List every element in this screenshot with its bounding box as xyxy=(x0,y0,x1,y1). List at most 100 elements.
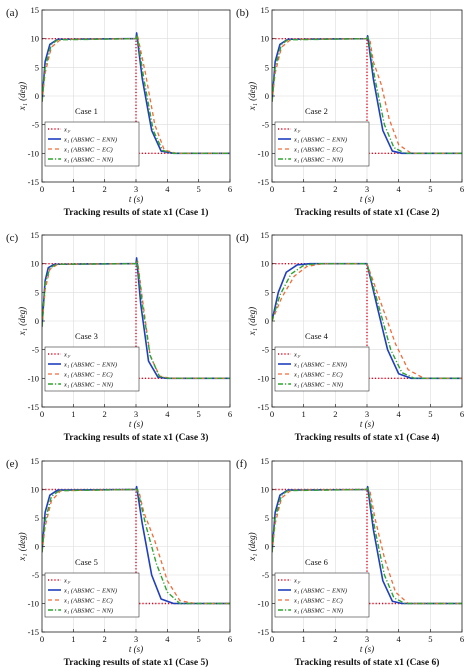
y-tick-label: -5 xyxy=(32,345,39,355)
legend-entry-label: x₁ᵣ xyxy=(63,578,71,585)
y-tick-label: -10 xyxy=(28,148,39,158)
series-line-3 xyxy=(42,35,230,154)
legend-entry-label: x₁ (ABSMC − NN) xyxy=(293,382,343,389)
y-tick-label: 15 xyxy=(31,456,40,466)
series-line-1 xyxy=(42,37,230,155)
x-tick-label: 2 xyxy=(103,409,107,419)
legend: x₁ᵣ x₁ (ABSMC − ENN) x₁ (ABSMC − EC) x₁ (AB… xyxy=(274,572,370,618)
panel-label: (f) xyxy=(236,458,247,470)
y-tick-label: -15 xyxy=(258,627,269,637)
x-tick-label: 5 xyxy=(428,634,432,644)
case-label: Case 6 xyxy=(305,557,328,567)
series-line-4 xyxy=(42,488,230,605)
series-line-3 xyxy=(272,38,462,154)
legend-entry-label: x₁ (ABSMC − EC) xyxy=(293,598,343,605)
y-tick-label: 10 xyxy=(31,259,40,269)
panel-label: (d) xyxy=(236,232,249,244)
chart-panel: 0 1 2 3 4 5 6 -15 -10 -5 0 5 10 15 t (s) x₁ (deg) (c) Cas… xyxy=(6,230,232,443)
x-axis-label: t (s) xyxy=(360,419,374,429)
series-line-2 xyxy=(272,35,462,155)
case-label: Case 1 xyxy=(75,106,98,116)
x-tick-label: 1 xyxy=(71,634,75,644)
series-line-1 xyxy=(42,262,230,380)
y-tick-label: 15 xyxy=(31,5,40,15)
y-tick-label: -15 xyxy=(28,177,39,187)
x-tick-label: 2 xyxy=(333,409,337,419)
x-tick-label: 3 xyxy=(134,634,138,644)
legend-entry-label: x₁ (ABSMC − EC) xyxy=(63,147,113,154)
y-tick-label: 15 xyxy=(261,5,270,15)
x-tick-label: 0 xyxy=(270,184,274,194)
y-tick-label: 10 xyxy=(261,259,270,269)
legend-entry-label: x₁ᵣ xyxy=(293,127,301,134)
y-tick-label: 10 xyxy=(261,34,270,44)
y-tick-label: 0 xyxy=(265,542,269,552)
series-line-2 xyxy=(42,485,230,605)
x-tick-label: 2 xyxy=(333,634,337,644)
y-tick-label: -10 xyxy=(258,148,269,158)
y-tick-label: 10 xyxy=(31,485,40,495)
panel-label: (a) xyxy=(6,7,19,19)
x-tick-label: 2 xyxy=(103,634,107,644)
panel-caption: Tracking results of state x1 (Case 1) xyxy=(64,207,209,218)
case-label: Case 4 xyxy=(305,331,329,341)
legend-entry-label: x₁ (ABSMC − EC) xyxy=(63,598,113,605)
legend-entry-label: x₁ (ABSMC − ENN) xyxy=(293,588,347,595)
x-axis-label: t (s) xyxy=(129,419,143,429)
y-tick-label: 5 xyxy=(265,513,269,523)
series-group xyxy=(42,485,230,605)
y-tick-label: -15 xyxy=(28,627,39,637)
panel-caption: Tracking results of state x1 (Case 5) xyxy=(64,657,209,668)
legend: x₁ᵣ x₁ (ABSMC − ENN) x₁ (ABSMC − EC) x₁ (AB… xyxy=(44,346,140,392)
y-tick-label: 5 xyxy=(35,287,39,297)
x-tick-label: 0 xyxy=(270,409,274,419)
legend-entry-label: x₁ (ABSMC − ENN) xyxy=(63,588,117,595)
y-tick-label: 5 xyxy=(265,62,269,72)
x-axis-label: t (s) xyxy=(360,644,374,654)
panel-caption: Tracking results of state x1 (Case 4) xyxy=(295,432,440,443)
series-line-4 xyxy=(272,262,462,380)
chart-panel: 0 1 2 3 4 5 6 -15 -10 -5 0 5 10 15 t (s) x₁ (deg) (b) Cas… xyxy=(236,5,464,218)
legend-entry-label: x₁ (ABSMC − EC) xyxy=(293,147,343,154)
panel-label: (b) xyxy=(236,7,249,19)
series-group xyxy=(42,257,230,380)
y-tick-label: 5 xyxy=(35,513,39,523)
case-label: Case 2 xyxy=(305,106,328,116)
y-axis-label: x₁ (deg) xyxy=(17,82,27,111)
legend-entry-label: x₁ (ABSMC − ENN) xyxy=(293,362,347,369)
y-tick-label: 15 xyxy=(261,456,270,466)
x-tick-label: 5 xyxy=(197,184,201,194)
series-line-2 xyxy=(272,485,462,605)
x-tick-label: 6 xyxy=(228,184,232,194)
x-tick-label: 5 xyxy=(428,184,432,194)
y-tick-label: -10 xyxy=(258,373,269,383)
legend-entry-label: x₁ (ABSMC − NN) xyxy=(63,157,113,164)
x-tick-label: 2 xyxy=(333,184,337,194)
x-tick-label: 4 xyxy=(165,634,170,644)
y-tick-label: 0 xyxy=(35,316,39,326)
x-tick-label: 4 xyxy=(397,634,402,644)
panel-caption: Tracking results of state x1 (Case 2) xyxy=(295,207,440,218)
legend-entry-label: x₁ (ABSMC − NN) xyxy=(293,157,343,164)
case-label: Case 3 xyxy=(75,331,98,341)
x-tick-label: 1 xyxy=(302,184,306,194)
y-tick-label: -15 xyxy=(258,177,269,187)
y-tick-label: 5 xyxy=(35,62,39,72)
x-tick-label: 6 xyxy=(460,184,464,194)
y-axis-label: x₁ (deg) xyxy=(247,82,257,111)
series-line-4 xyxy=(272,487,462,605)
legend-entry-label: x₁ᵣ xyxy=(63,127,71,134)
y-tick-label: 0 xyxy=(35,542,39,552)
y-tick-label: -5 xyxy=(262,120,269,130)
y-tick-label: 0 xyxy=(265,91,269,101)
x-tick-label: 1 xyxy=(302,634,306,644)
panel-caption: Tracking results of state x1 (Case 3) xyxy=(64,432,209,443)
legend-entry-label: x₁ (ABSMC − ENN) xyxy=(63,362,117,369)
x-axis-label: t (s) xyxy=(360,194,374,204)
legend-entry-label: x₁ᵣ xyxy=(293,578,301,585)
series-line-4 xyxy=(42,35,230,155)
x-tick-label: 6 xyxy=(228,409,232,419)
x-tick-label: 6 xyxy=(460,634,464,644)
y-tick-label: -10 xyxy=(28,373,39,383)
